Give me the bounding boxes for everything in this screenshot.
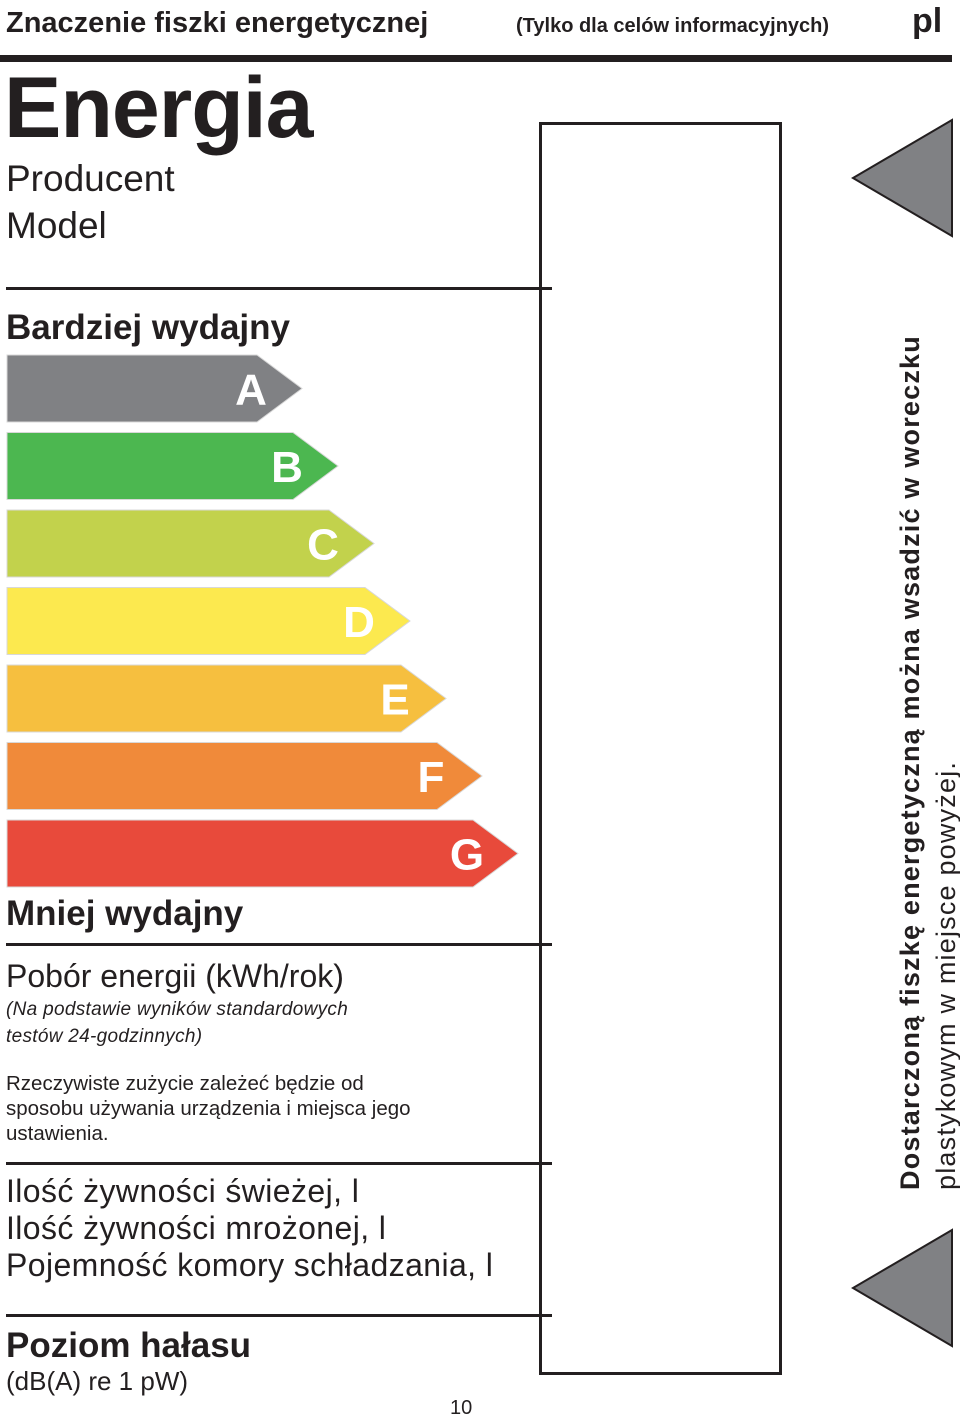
divider [6,287,552,290]
divider [6,1162,552,1165]
class-letter-b: B [271,443,303,492]
model-label: Model [6,205,107,246]
info-note: (Tylko dla celów informacyjnych) [516,15,830,37]
more-efficient-label: Bardziej wydajny [6,308,290,347]
less-efficient-label: Mniej wydajny [6,894,244,933]
class-arrow-b [6,432,339,500]
pointer-triangle-top [851,118,953,238]
class-letter-f: F [418,753,445,802]
usage-note: Rzeczywiste zużycie zależeć będzie od [6,1072,364,1095]
class-arrow-e [6,664,447,733]
class-arrow-g [6,819,519,888]
noise-unit: (dB(A) re 1 pW) [6,1366,189,1396]
class-arrow-d [6,587,411,655]
class-letter-a: A [235,366,267,415]
class-letter-d: D [343,598,375,647]
class-letter-c: C [307,521,339,570]
side-instruction: plastykowym w miejsce powyżej. [931,760,960,1190]
class-letter-g: G [450,831,484,880]
class-arrow-a [6,354,303,423]
energy-heading: Energia [4,60,313,156]
page-number: 10 [450,1397,473,1419]
divider [6,943,552,946]
producer-label: Producent [6,158,175,199]
usage-note: ustawienia. [6,1122,109,1145]
fresh-food-volume: Ilość żywności świeżej, l [6,1173,360,1209]
noise-title: Poziom hałasu [6,1326,252,1365]
frozen-food-volume: Ilość żywności mrożonej, l [6,1210,387,1246]
pointer-triangle-bottom [851,1228,953,1348]
side-instruction: Dostarczoną fiszkę energetyczną można ws… [895,335,925,1190]
consumption-title: Pobór energii (kWh/rok) [6,958,344,994]
label-placeholder-box [539,122,782,1375]
class-letter-e: E [380,676,409,725]
class-arrow-f [6,742,483,810]
usage-note: sposobu używania urządzenia i miejsca je… [6,1097,411,1120]
divider [6,1314,552,1317]
page-title: Znaczenie fiszki energetycznej [6,7,429,39]
consumption-note: (Na podstawie wyników standardowych [6,999,349,1020]
class-arrow-c [6,509,375,578]
language-code: pl [912,2,943,40]
chill-capacity: Pojemność komory schładzania, l [6,1247,494,1283]
header-rule [0,55,952,62]
consumption-note: testów 24-godzinnych) [6,1026,203,1047]
